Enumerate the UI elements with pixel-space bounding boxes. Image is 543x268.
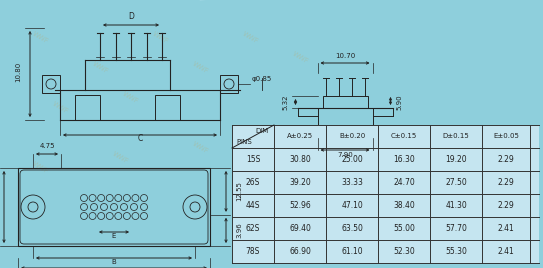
Text: 41.30: 41.30 [445,201,467,210]
Text: 26S: 26S [246,178,260,187]
Text: 4.75: 4.75 [39,143,55,149]
Text: 25.00: 25.00 [341,155,363,164]
Text: D±0.15: D±0.15 [443,133,469,140]
Bar [42,75,60,93]
Text: C: C [137,134,143,143]
Text: 63.50: 63.50 [341,224,363,233]
Text: 55.30: 55.30 [445,247,467,256]
Text: 27.50: 27.50 [445,178,467,187]
Text: 2.29: 2.29 [497,155,514,164]
Text: 10.80: 10.80 [15,61,21,82]
Text: 69.40: 69.40 [289,224,311,233]
Text: WWF: WWF [51,101,69,115]
Text: 57.70: 57.70 [445,224,467,233]
Bar [232,125,539,263]
Text: 78S: 78S [246,247,260,256]
Text: WWF: WWF [111,151,129,165]
Text: 12.55: 12.55 [236,181,242,201]
Text: B: B [112,259,116,265]
Text: WWF: WWF [291,51,309,65]
Text: 38.40: 38.40 [393,201,415,210]
Text: WWF: WWF [151,31,169,45]
Bar [220,75,238,93]
Text: 7.90: 7.90 [337,152,353,158]
Text: 10.70: 10.70 [335,53,355,59]
Text: B±0.20: B±0.20 [339,133,365,140]
Text: 2.41: 2.41 [497,247,514,256]
Text: WWF: WWF [191,61,209,75]
Bar [18,168,210,246]
Text: 2.41: 2.41 [497,224,514,233]
Text: 55.00: 55.00 [393,224,415,233]
Bar [155,95,180,120]
Text: 2.29: 2.29 [497,178,514,187]
Text: 47.10: 47.10 [341,201,363,210]
Text: 52.96: 52.96 [289,201,311,210]
Text: 33.33: 33.33 [341,178,363,187]
Text: 66.90: 66.90 [289,247,311,256]
Text: 39.20: 39.20 [289,178,311,187]
Text: 30.80: 30.80 [289,155,311,164]
Text: D: D [128,12,134,21]
Bar [318,108,372,138]
Text: C±0.15: C±0.15 [391,133,417,140]
Text: E±0.05: E±0.05 [493,133,519,140]
Text: PINS: PINS [236,139,251,145]
Text: 15S: 15S [246,155,260,164]
Text: E: E [112,233,116,239]
Bar [323,96,368,108]
Text: WWF: WWF [31,31,49,45]
Text: 3.96: 3.96 [236,222,242,238]
Text: DIM: DIM [256,128,269,134]
Text: 61.10: 61.10 [341,247,363,256]
Text: WWF: WWF [121,91,139,105]
Text: φ0.85: φ0.85 [252,76,272,82]
Text: A±0.25: A±0.25 [287,133,313,140]
Text: WWF: WWF [241,31,259,45]
Bar [75,95,100,120]
Text: 52.30: 52.30 [393,247,415,256]
Text: 5.90: 5.90 [396,94,402,110]
Text: 5.32: 5.32 [282,94,288,110]
Text: 62S: 62S [246,224,260,233]
Text: 44S: 44S [246,201,260,210]
Text: WWF: WWF [31,161,49,175]
Text: WWF: WWF [191,141,209,155]
Text: 24.70: 24.70 [393,178,415,187]
Text: 19.20: 19.20 [445,155,467,164]
Text: 16.30: 16.30 [393,155,415,164]
Text: WWF: WWF [91,61,109,75]
Text: 2.29: 2.29 [497,201,514,210]
